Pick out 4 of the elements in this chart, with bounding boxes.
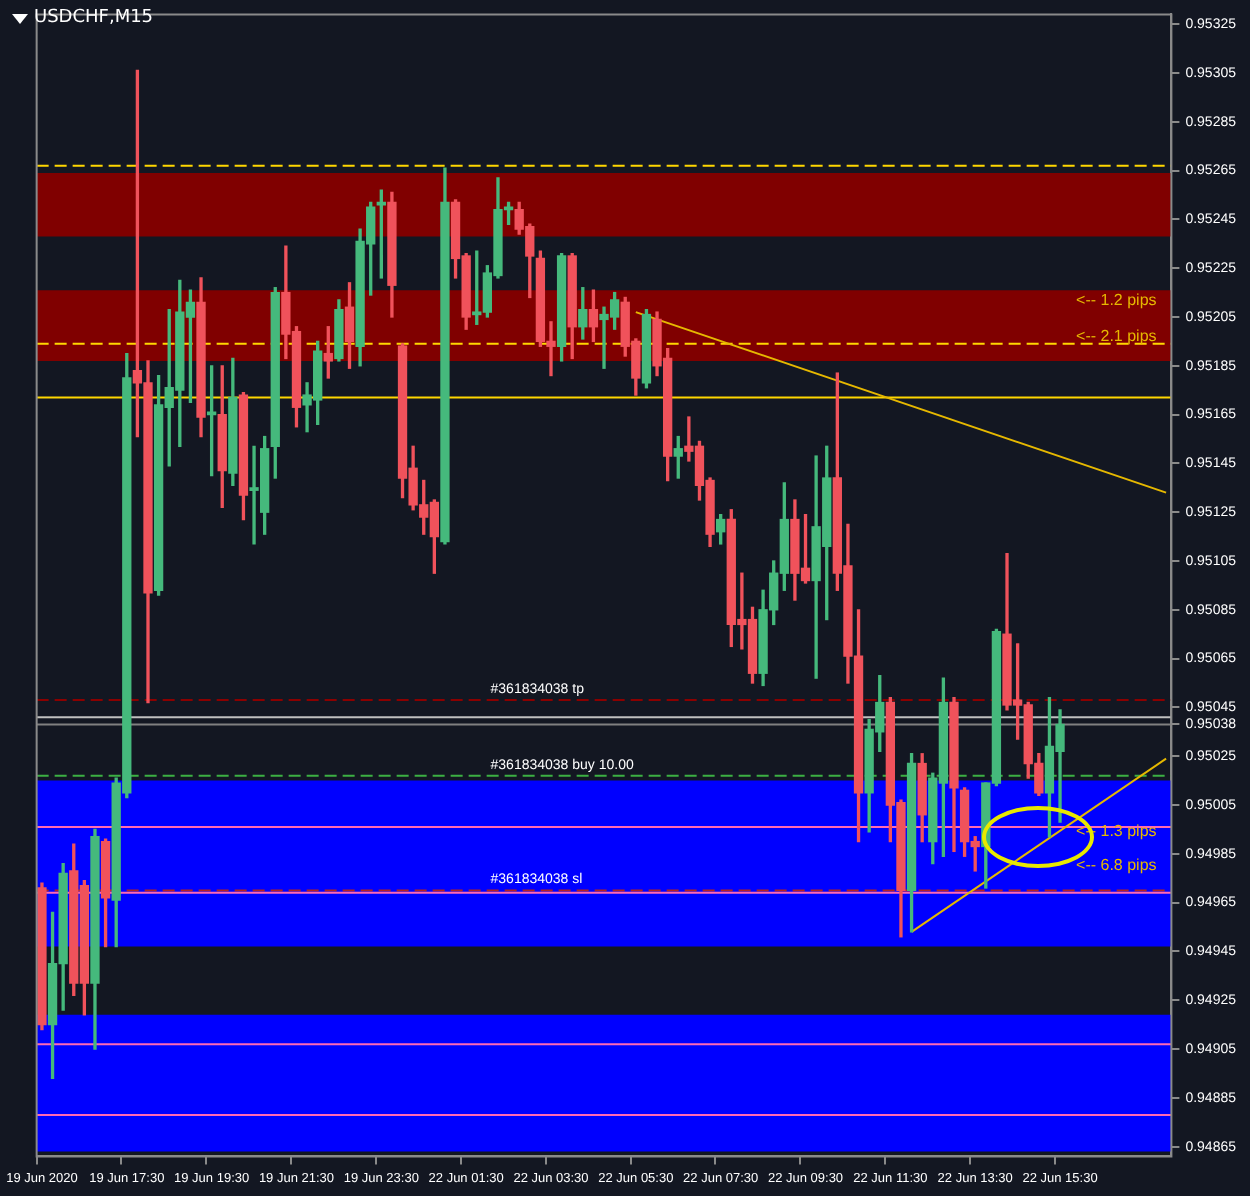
chart-title: USDCHF,M15 (34, 8, 154, 28)
annotation: <-- 1.2 pips (1076, 291, 1157, 310)
annotation: <-- 6.8 pips (1076, 855, 1157, 874)
annotation: <-- 2.1 pips (1076, 326, 1157, 345)
